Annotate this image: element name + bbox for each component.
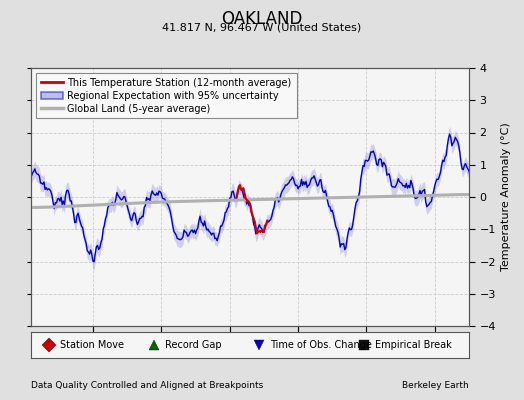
Text: Data Quality Controlled and Aligned at Breakpoints: Data Quality Controlled and Aligned at B… bbox=[31, 381, 264, 390]
Text: Record Gap: Record Gap bbox=[165, 340, 222, 350]
Text: 41.817 N, 96.467 W (United States): 41.817 N, 96.467 W (United States) bbox=[162, 22, 362, 32]
Text: Station Move: Station Move bbox=[60, 340, 124, 350]
Legend: This Temperature Station (12-month average), Regional Expectation with 95% uncer: This Temperature Station (12-month avera… bbox=[36, 73, 297, 118]
Text: OAKLAND: OAKLAND bbox=[221, 10, 303, 28]
Y-axis label: Temperature Anomaly (°C): Temperature Anomaly (°C) bbox=[501, 123, 511, 271]
Text: Empirical Break: Empirical Break bbox=[375, 340, 452, 350]
Text: Berkeley Earth: Berkeley Earth bbox=[402, 381, 469, 390]
Text: Time of Obs. Change: Time of Obs. Change bbox=[270, 340, 372, 350]
